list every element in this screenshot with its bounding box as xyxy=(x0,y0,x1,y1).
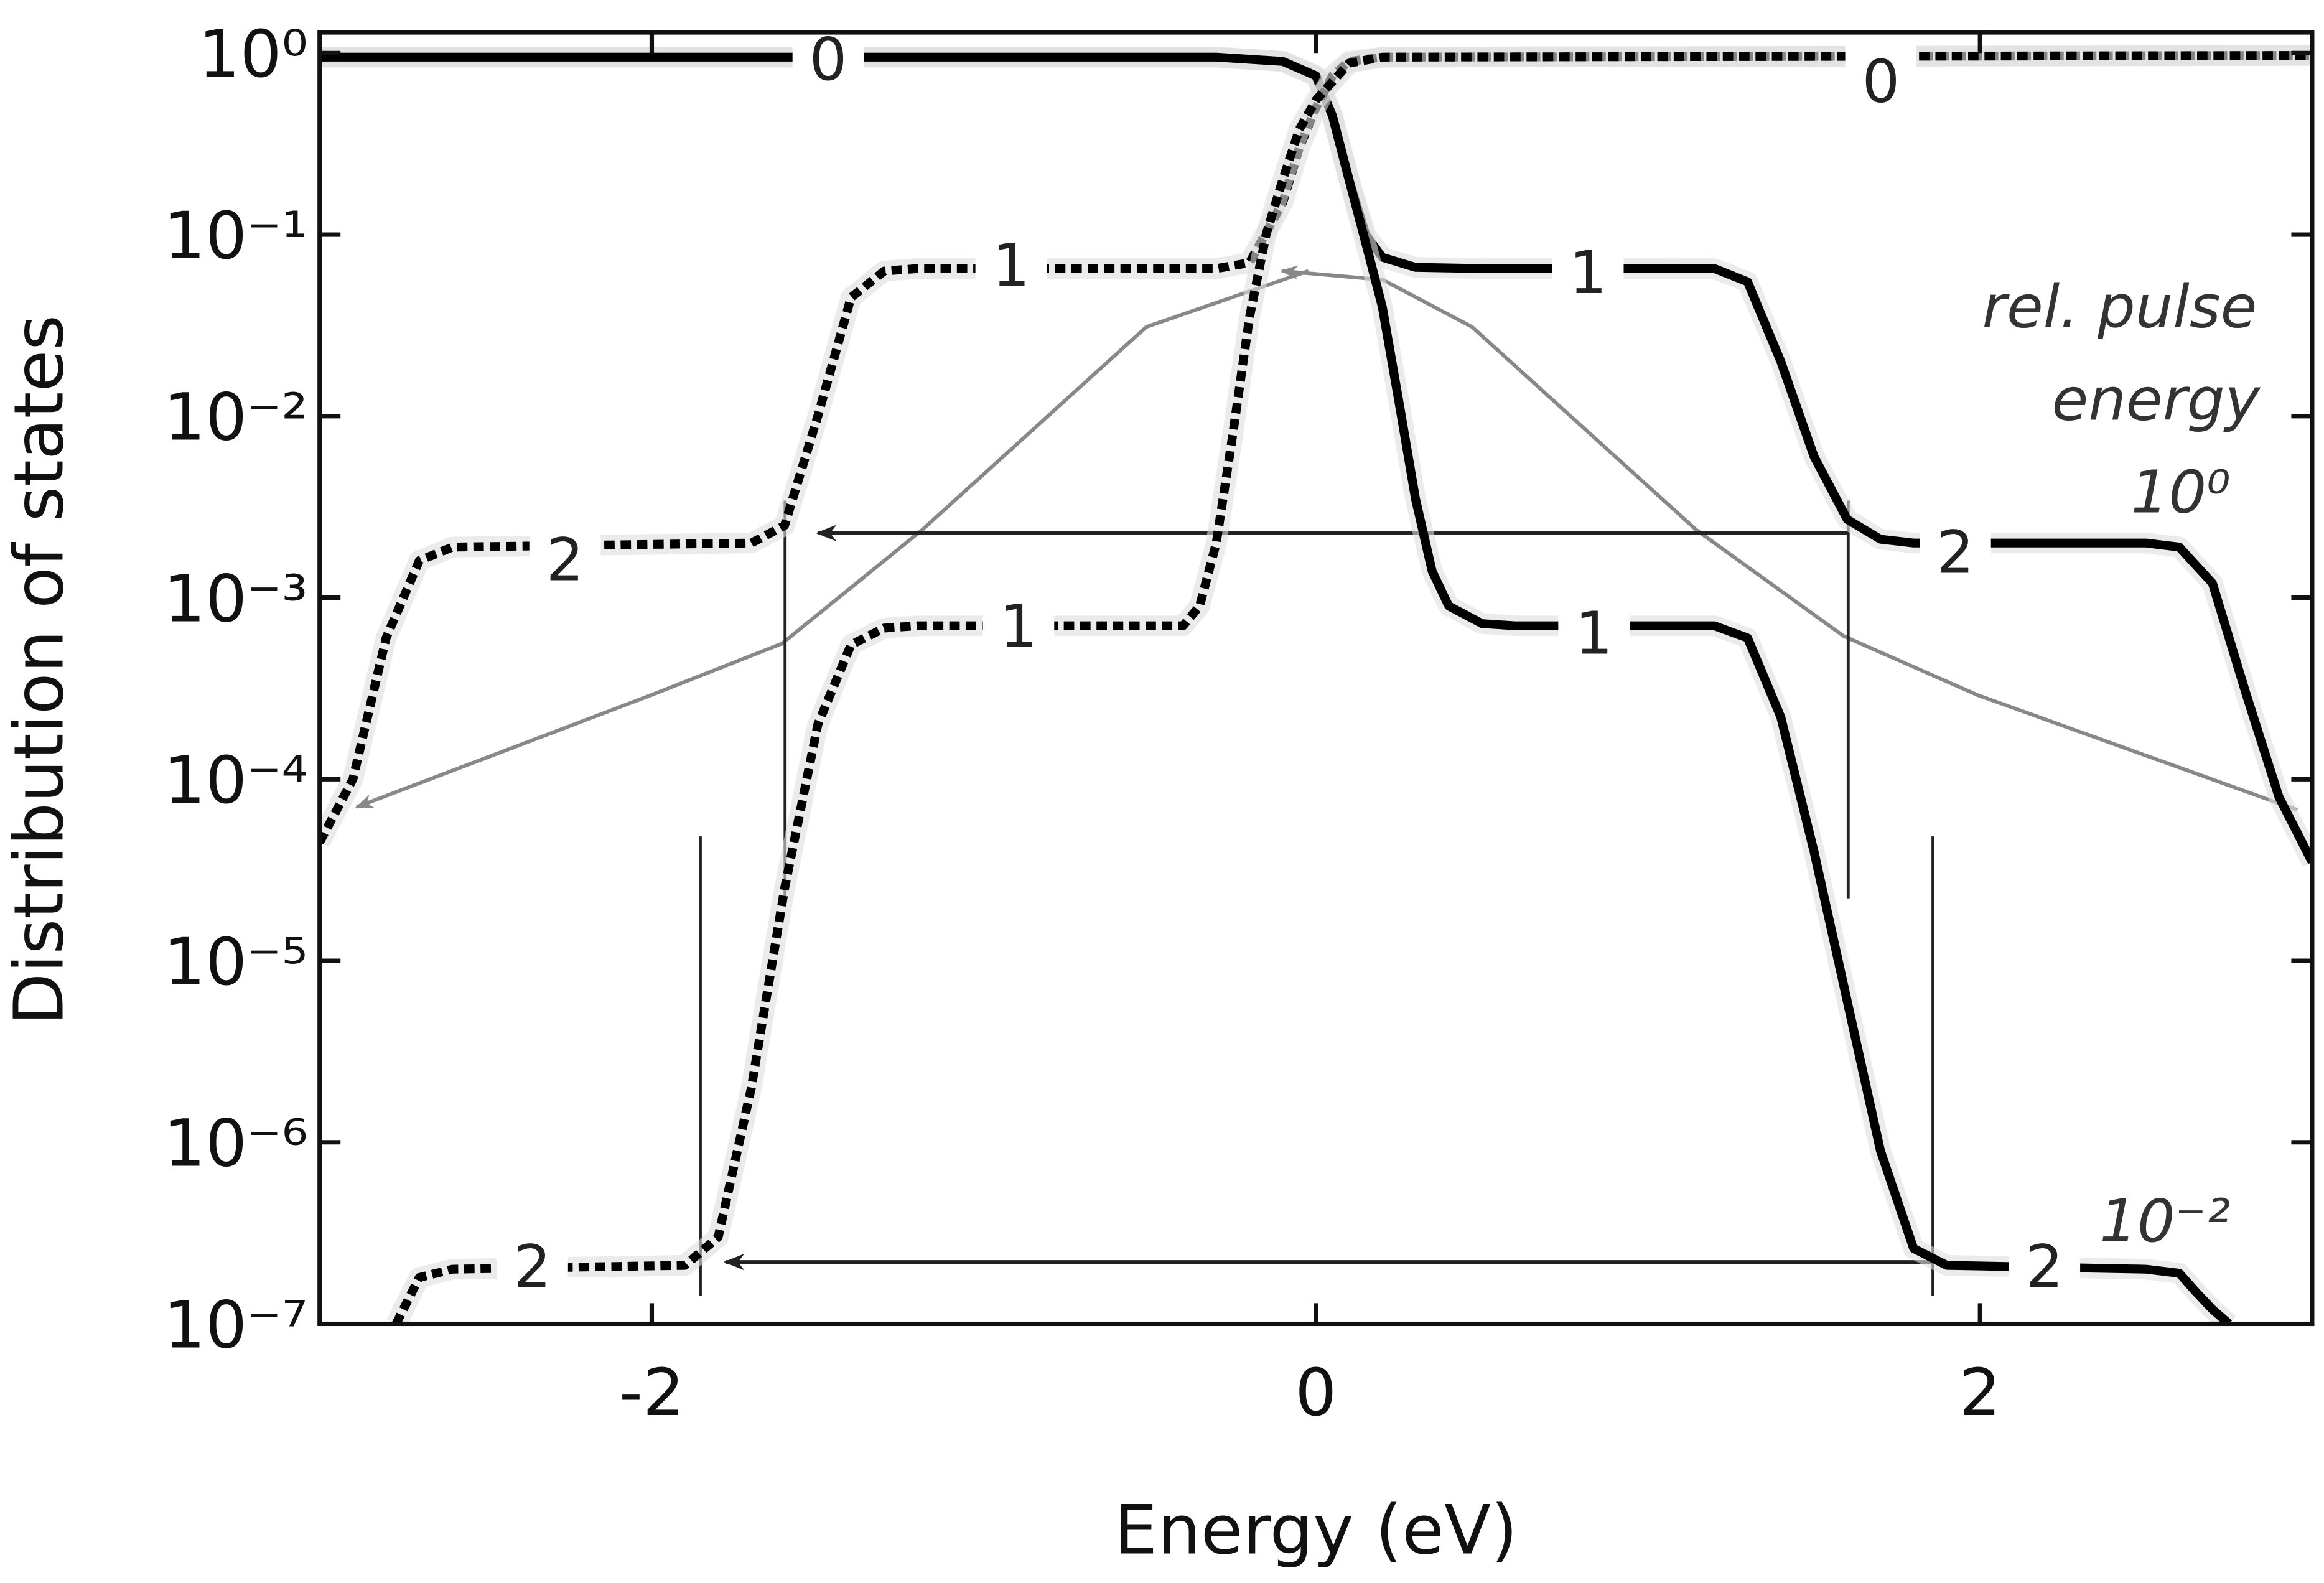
annotation: rel. pulse xyxy=(1982,273,2257,341)
annotation: 10⁰ xyxy=(2131,459,2231,526)
plateau-label: 2 xyxy=(546,526,584,594)
plateau-labels: 0 0 1 1 1 1 2 2 2 2 xyxy=(497,21,2081,1305)
plateau-label: 0 xyxy=(1862,48,1900,116)
label-background xyxy=(1552,234,1624,311)
plateau-label: 0 xyxy=(810,26,847,93)
label-background xyxy=(2009,1228,2081,1305)
y-tick-label: 10⁻³ xyxy=(164,561,307,637)
y-tick-label: 10⁰ xyxy=(198,17,308,92)
y-tick-label: 10⁻⁵ xyxy=(164,924,307,999)
label-background xyxy=(529,521,601,598)
y-tick-label: 10⁻⁶ xyxy=(164,1106,307,1181)
series-line xyxy=(392,51,2312,1324)
label-background xyxy=(497,1228,568,1305)
x-tick-label: 2 xyxy=(1959,1355,2001,1431)
pulse-arrow xyxy=(355,269,1309,809)
x-tick-label: -2 xyxy=(619,1355,684,1431)
annotation: energy xyxy=(2052,366,2261,434)
plateau-label: 2 xyxy=(1936,519,1974,587)
plateau-label: 1 xyxy=(992,232,1030,300)
x-tick-label: 0 xyxy=(1295,1355,1337,1431)
label-background xyxy=(982,587,1055,665)
plateau-label: 2 xyxy=(2025,1233,2063,1301)
annotation: 10⁻² xyxy=(2099,1187,2230,1255)
label-background xyxy=(1845,42,1917,119)
y-tick-label: 10⁻⁴ xyxy=(164,743,307,818)
plateau-label: 1 xyxy=(1575,600,1613,668)
label-background xyxy=(1558,595,1630,672)
label-background xyxy=(1920,513,1991,591)
y-axis-title: Distribution of states xyxy=(0,315,78,1025)
y-tick-label: 10⁻⁷ xyxy=(164,1287,307,1363)
y-tick-label: 10⁻¹ xyxy=(164,198,307,273)
y-tick-label: 10⁻² xyxy=(164,380,307,455)
plateau-label: 1 xyxy=(1569,239,1607,307)
plateau-label: 1 xyxy=(999,592,1037,660)
label-background xyxy=(975,226,1047,304)
x-axis-title: Energy (eV) xyxy=(1114,1490,1518,1569)
plateau-label: 2 xyxy=(513,1233,551,1301)
